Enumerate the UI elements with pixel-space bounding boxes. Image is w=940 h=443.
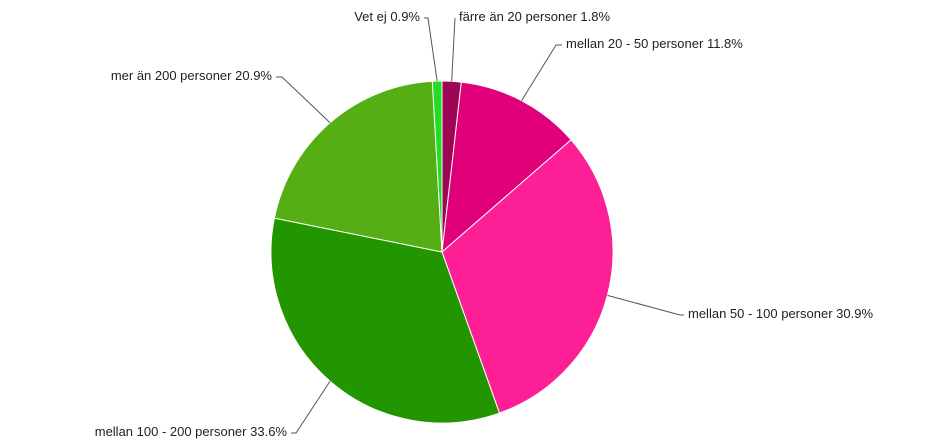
- slice-label-value: 0.9%: [390, 9, 420, 24]
- leader-line: [424, 17, 438, 82]
- slice-label-value: 30.9%: [836, 306, 873, 321]
- slice-label-name: Vet ej: [354, 9, 387, 24]
- slice-label-value: 11.8%: [707, 36, 743, 51]
- leader-line: [607, 294, 684, 316]
- slice-label: mer än 200 personer 20.9%: [111, 68, 273, 83]
- slice-label-name: mer än 200 personer: [111, 68, 232, 83]
- slice-label: mellan 20 - 50 personer 11.8%: [566, 36, 743, 51]
- slice-label-value: 33.6%: [250, 424, 287, 439]
- leader-line: [451, 17, 456, 82]
- slice-label-name: mellan 20 - 50 personer: [566, 36, 704, 51]
- slice-label: färre än 20 personer 1.8%: [459, 9, 610, 24]
- pie-slice: [441, 139, 614, 414]
- leader-line: [521, 44, 562, 101]
- leader-line: [291, 380, 331, 434]
- slice-label-value: 20.9%: [235, 68, 272, 83]
- slice-label-name: mellan 50 - 100 personer: [688, 306, 833, 321]
- slice-label-value: 1.8%: [580, 9, 610, 24]
- leader-line: [276, 76, 331, 124]
- slice-label: Vet ej 0.9%: [354, 9, 420, 24]
- slice-label-name: mellan 100 - 200 personer: [95, 424, 247, 439]
- slice-label: mellan 50 - 100 personer 30.9%: [688, 306, 873, 321]
- pie-slice: [273, 80, 443, 253]
- slice-label-name: färre än 20 personer: [459, 9, 577, 24]
- pie-slice: [431, 80, 443, 253]
- slice-label: mellan 100 - 200 personer 33.6%: [95, 424, 288, 439]
